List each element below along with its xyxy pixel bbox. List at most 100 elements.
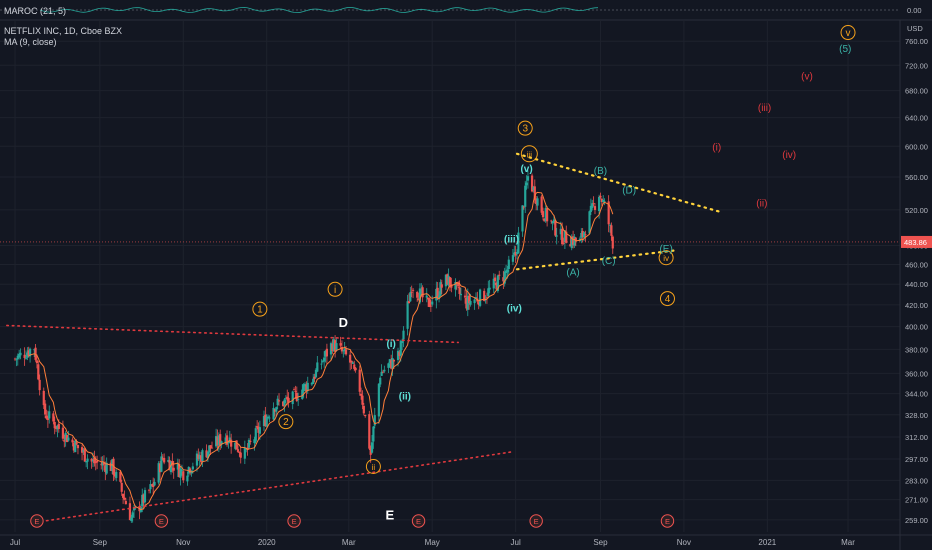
- symbol-legend[interactable]: NETFLIX INC, 1D, Cboe BZX: [4, 26, 123, 36]
- last-price-label: 483.86: [904, 238, 927, 247]
- candle-body: [570, 238, 573, 249]
- candle-body: [303, 383, 307, 387]
- earnings-marker[interactable]: [660, 514, 675, 528]
- candle-body: [611, 236, 614, 249]
- y-tick-label: 720.00: [905, 61, 928, 70]
- candle-body: [399, 340, 402, 356]
- candle-body: [552, 219, 556, 224]
- candle-body: [324, 350, 327, 357]
- trendline[interactable]: [515, 152, 721, 213]
- candle-body: [161, 457, 164, 459]
- ma-legend[interactable]: MA (9, close): [4, 37, 57, 47]
- candle-body: [580, 232, 583, 238]
- candle-body: [361, 395, 364, 405]
- x-tick-label: Sep: [93, 538, 108, 547]
- candle-body: [427, 297, 430, 300]
- candle-body: [535, 198, 538, 204]
- earnings-marker[interactable]: [287, 514, 301, 528]
- candle-body: [210, 447, 214, 449]
- candle-body: [454, 282, 457, 290]
- y-tick-label: 297.00: [905, 455, 928, 464]
- candle-body: [52, 413, 55, 422]
- candle-body: [187, 466, 190, 474]
- candle-body: [406, 301, 409, 329]
- candle-body: [264, 414, 267, 427]
- candle-body: [469, 300, 472, 305]
- wave-label-paren: (iii): [504, 235, 519, 246]
- candle-body: [498, 274, 501, 276]
- wave-label: 1: [257, 305, 263, 316]
- candle-body: [26, 352, 29, 358]
- wave-label: iii: [527, 150, 533, 159]
- y-tick-label: 344.00: [905, 390, 928, 399]
- trendline[interactable]: [515, 249, 679, 271]
- earnings-marker[interactable]: [30, 514, 44, 528]
- indicator-legend[interactable]: MAROC (21, 5): [4, 6, 67, 16]
- candle-body: [398, 351, 401, 356]
- wave-label-paren: (ii): [399, 392, 411, 403]
- wave-label-circle: [252, 301, 268, 317]
- trendline[interactable]: [6, 324, 460, 344]
- candle-body: [342, 350, 345, 352]
- wave-label: i: [334, 285, 336, 296]
- candle-body: [82, 450, 85, 453]
- earnings-marker[interactable]: [154, 514, 169, 528]
- candle-body: [379, 377, 382, 385]
- candle-body: [143, 490, 147, 503]
- wave-label-circle: [278, 414, 294, 430]
- candle-body: [44, 403, 47, 415]
- y-tick-label: 259.00: [905, 516, 928, 525]
- candle-body: [149, 484, 152, 490]
- earnings-marker[interactable]: [529, 514, 543, 528]
- candle-body: [383, 369, 386, 372]
- candle-body: [411, 289, 415, 291]
- candle-body: [353, 364, 356, 369]
- y-tick-label: 271.00: [905, 496, 928, 505]
- candle-body: [584, 234, 587, 236]
- candle-body: [249, 440, 252, 443]
- candle-body: [256, 426, 259, 428]
- candle-body: [340, 347, 344, 352]
- candle-body: [524, 185, 527, 207]
- candle-body: [124, 500, 127, 505]
- candle-body: [265, 417, 268, 427]
- candle-body: [495, 282, 498, 290]
- candle-body: [63, 440, 66, 442]
- candle-body: [46, 417, 49, 421]
- candle-body: [206, 451, 210, 459]
- candle-body: [18, 353, 21, 358]
- candle-body: [93, 457, 96, 464]
- candle-body: [589, 205, 592, 213]
- candle-body: [38, 379, 41, 391]
- candle-body: [507, 259, 510, 270]
- indicator-axis-label: 0.00: [907, 6, 922, 15]
- candle-body: [514, 251, 517, 256]
- y-tick-label: 640.00: [905, 114, 928, 123]
- candle-body: [180, 470, 184, 471]
- wave-label-paren: (i): [386, 339, 395, 350]
- candle-body: [420, 288, 423, 290]
- wave-label-letter: D: [339, 315, 348, 330]
- candle-body: [283, 399, 286, 406]
- candle-body: [312, 378, 315, 384]
- candle-body: [473, 299, 476, 304]
- earnings-marker[interactable]: [411, 514, 426, 528]
- candle-body: [112, 458, 115, 475]
- candle-body: [245, 448, 248, 450]
- candle-body: [83, 448, 86, 462]
- candle-body: [555, 235, 558, 237]
- candle-body: [358, 369, 361, 392]
- candle-body: [372, 426, 375, 442]
- candle-body: [215, 436, 218, 447]
- candle-body: [351, 362, 354, 364]
- x-tick-label: Nov: [176, 538, 190, 547]
- candle-body: [287, 397, 290, 402]
- candle-body: [565, 231, 568, 243]
- candle-body: [513, 252, 516, 255]
- candle-body: [331, 343, 334, 352]
- candle-body: [478, 289, 482, 306]
- candle-body: [599, 195, 602, 198]
- candle-body: [521, 205, 524, 232]
